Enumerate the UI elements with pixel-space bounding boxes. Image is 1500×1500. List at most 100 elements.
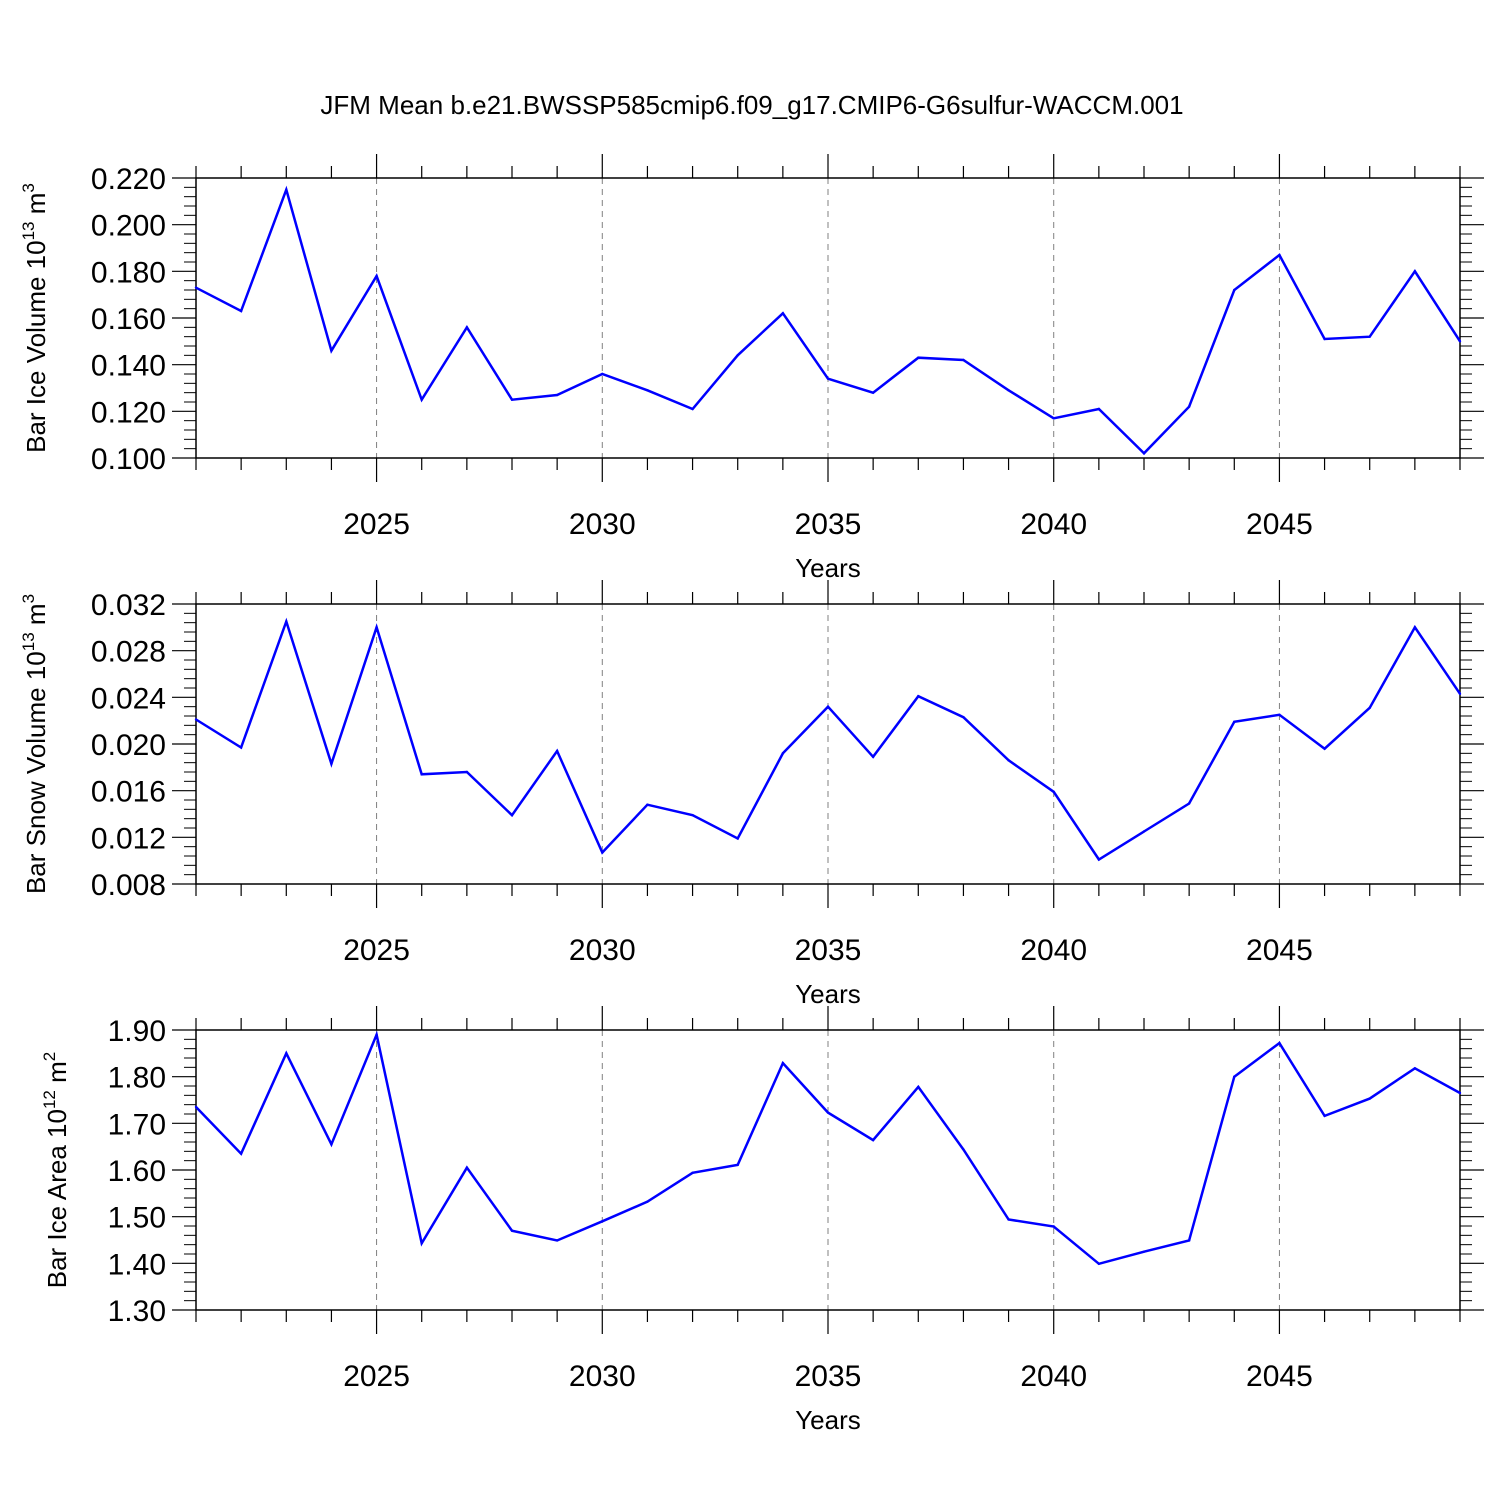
y-axis-label-exponent: 2 bbox=[40, 1052, 59, 1061]
y-axis-label-exponent: 3 bbox=[19, 183, 38, 192]
data-point bbox=[194, 286, 198, 289]
y-axis-label-exponent: 12 bbox=[40, 1090, 59, 1109]
data-point bbox=[555, 1239, 559, 1242]
data-point bbox=[1052, 417, 1055, 420]
y-tick-label: 0.180 bbox=[91, 256, 166, 289]
data-point bbox=[826, 1111, 830, 1114]
x-tick-label: 2045 bbox=[1246, 1360, 1313, 1393]
chart-panel-2: 0.008 0.012 0.016 0.020 0.024 0.028 0.032 2025 2… bbox=[19, 580, 1484, 1009]
data-point bbox=[330, 762, 333, 766]
x-tick-label: 2025 bbox=[343, 508, 410, 541]
data-point bbox=[646, 803, 649, 806]
x-tick-label: 2045 bbox=[1246, 934, 1313, 967]
data-point bbox=[691, 407, 694, 411]
data-point bbox=[420, 398, 423, 401]
chart-panel-1: 0.100 0.120 0.140 0.160 0.180 0.200 0.220 2025 2… bbox=[19, 154, 1484, 583]
data-point bbox=[555, 749, 559, 753]
x-tick-label: 2030 bbox=[569, 1360, 636, 1393]
data-point bbox=[871, 1138, 875, 1142]
data-point bbox=[1187, 405, 1191, 408]
data-point bbox=[1323, 747, 1326, 750]
data-point bbox=[917, 694, 920, 698]
data-point bbox=[1458, 340, 1462, 343]
data-point bbox=[1413, 626, 1417, 629]
data-point bbox=[871, 755, 875, 759]
data-point bbox=[375, 626, 378, 629]
data-point bbox=[239, 1152, 243, 1155]
chart-panels: 0.100 0.120 0.140 0.160 0.180 0.200 0.220 2025 2… bbox=[19, 154, 1484, 1435]
y-tick-label: 1.60 bbox=[108, 1155, 166, 1188]
data-point bbox=[1097, 1262, 1101, 1266]
data-point bbox=[1368, 1097, 1371, 1100]
data-point bbox=[1052, 790, 1055, 794]
data-point bbox=[1007, 389, 1010, 392]
y-axis-label-text: m bbox=[42, 1061, 72, 1090]
y-tick-label: 0.200 bbox=[91, 210, 166, 243]
data-point bbox=[601, 372, 604, 376]
x-tick-label: 2045 bbox=[1246, 508, 1313, 541]
y-axis-label-exponent: 13 bbox=[19, 632, 38, 651]
data-point bbox=[1187, 1239, 1191, 1242]
y-axis-label: Bar Snow Volume 1013 m3 bbox=[19, 594, 51, 894]
y-tick-label: 1.70 bbox=[108, 1108, 166, 1141]
y-axis-label-text: m bbox=[21, 603, 51, 632]
data-point bbox=[601, 1220, 604, 1223]
data-point bbox=[285, 188, 288, 191]
data-point bbox=[826, 377, 830, 380]
data-point bbox=[1097, 858, 1101, 861]
data-point bbox=[239, 746, 243, 749]
data-point bbox=[1142, 452, 1146, 455]
y-axis-label-text: Bar Ice Volume 10 bbox=[21, 240, 51, 452]
data-point bbox=[330, 1143, 333, 1146]
data-point bbox=[194, 1105, 198, 1109]
data-point bbox=[1187, 802, 1191, 805]
data-point bbox=[962, 715, 965, 719]
data-point bbox=[555, 393, 559, 397]
chart-title: JFM Mean b.e21.BWSSP585cmip6.f09_g17.CMI… bbox=[320, 90, 1183, 120]
data-point bbox=[962, 1148, 965, 1151]
data-point bbox=[691, 813, 694, 817]
x-tick-label: 2035 bbox=[795, 1360, 862, 1393]
data-point bbox=[330, 349, 333, 352]
y-tick-label: 0.024 bbox=[91, 682, 166, 715]
data-point bbox=[1278, 713, 1281, 717]
data-point bbox=[375, 274, 378, 278]
data-point bbox=[1413, 270, 1417, 273]
data-point bbox=[917, 356, 920, 359]
y-tick-label: 0.140 bbox=[91, 350, 166, 383]
data-point bbox=[1233, 1075, 1236, 1078]
data-point bbox=[1007, 1218, 1010, 1221]
y-axis-label-text: Bar Snow Volume 10 bbox=[21, 651, 51, 894]
y-tick-label: 1.30 bbox=[108, 1295, 166, 1328]
data-point bbox=[465, 770, 469, 774]
y-tick-label: 0.012 bbox=[91, 822, 166, 855]
y-tick-label: 0.032 bbox=[91, 589, 166, 622]
data-point bbox=[420, 773, 423, 776]
data-point bbox=[601, 851, 604, 854]
x-tick-label: 2035 bbox=[795, 508, 862, 541]
x-tick-label: 2040 bbox=[1020, 1360, 1087, 1393]
data-point bbox=[646, 1200, 649, 1203]
data-point bbox=[510, 1229, 514, 1232]
y-tick-label: 0.020 bbox=[91, 729, 166, 762]
data-point bbox=[1007, 759, 1010, 762]
data-point bbox=[1233, 288, 1236, 292]
data-point bbox=[239, 309, 243, 313]
data-point bbox=[1323, 1114, 1326, 1118]
data-point bbox=[917, 1085, 920, 1089]
plot-frame bbox=[195, 177, 1461, 459]
y-tick-label: 0.120 bbox=[91, 396, 166, 429]
x-tick-label: 2030 bbox=[569, 934, 636, 967]
y-axis-label-text: Bar Ice Area 10 bbox=[42, 1109, 72, 1288]
plot-frame bbox=[195, 603, 1461, 885]
data-point bbox=[1052, 1225, 1055, 1228]
data-point bbox=[1368, 706, 1371, 710]
y-tick-label: 1.40 bbox=[108, 1248, 166, 1281]
data-point bbox=[1097, 407, 1101, 411]
data-point bbox=[1368, 335, 1371, 338]
x-tick-label: 2040 bbox=[1020, 508, 1087, 541]
x-tick-label: 2040 bbox=[1020, 934, 1087, 967]
data-point bbox=[826, 705, 830, 708]
data-point bbox=[420, 1242, 423, 1245]
